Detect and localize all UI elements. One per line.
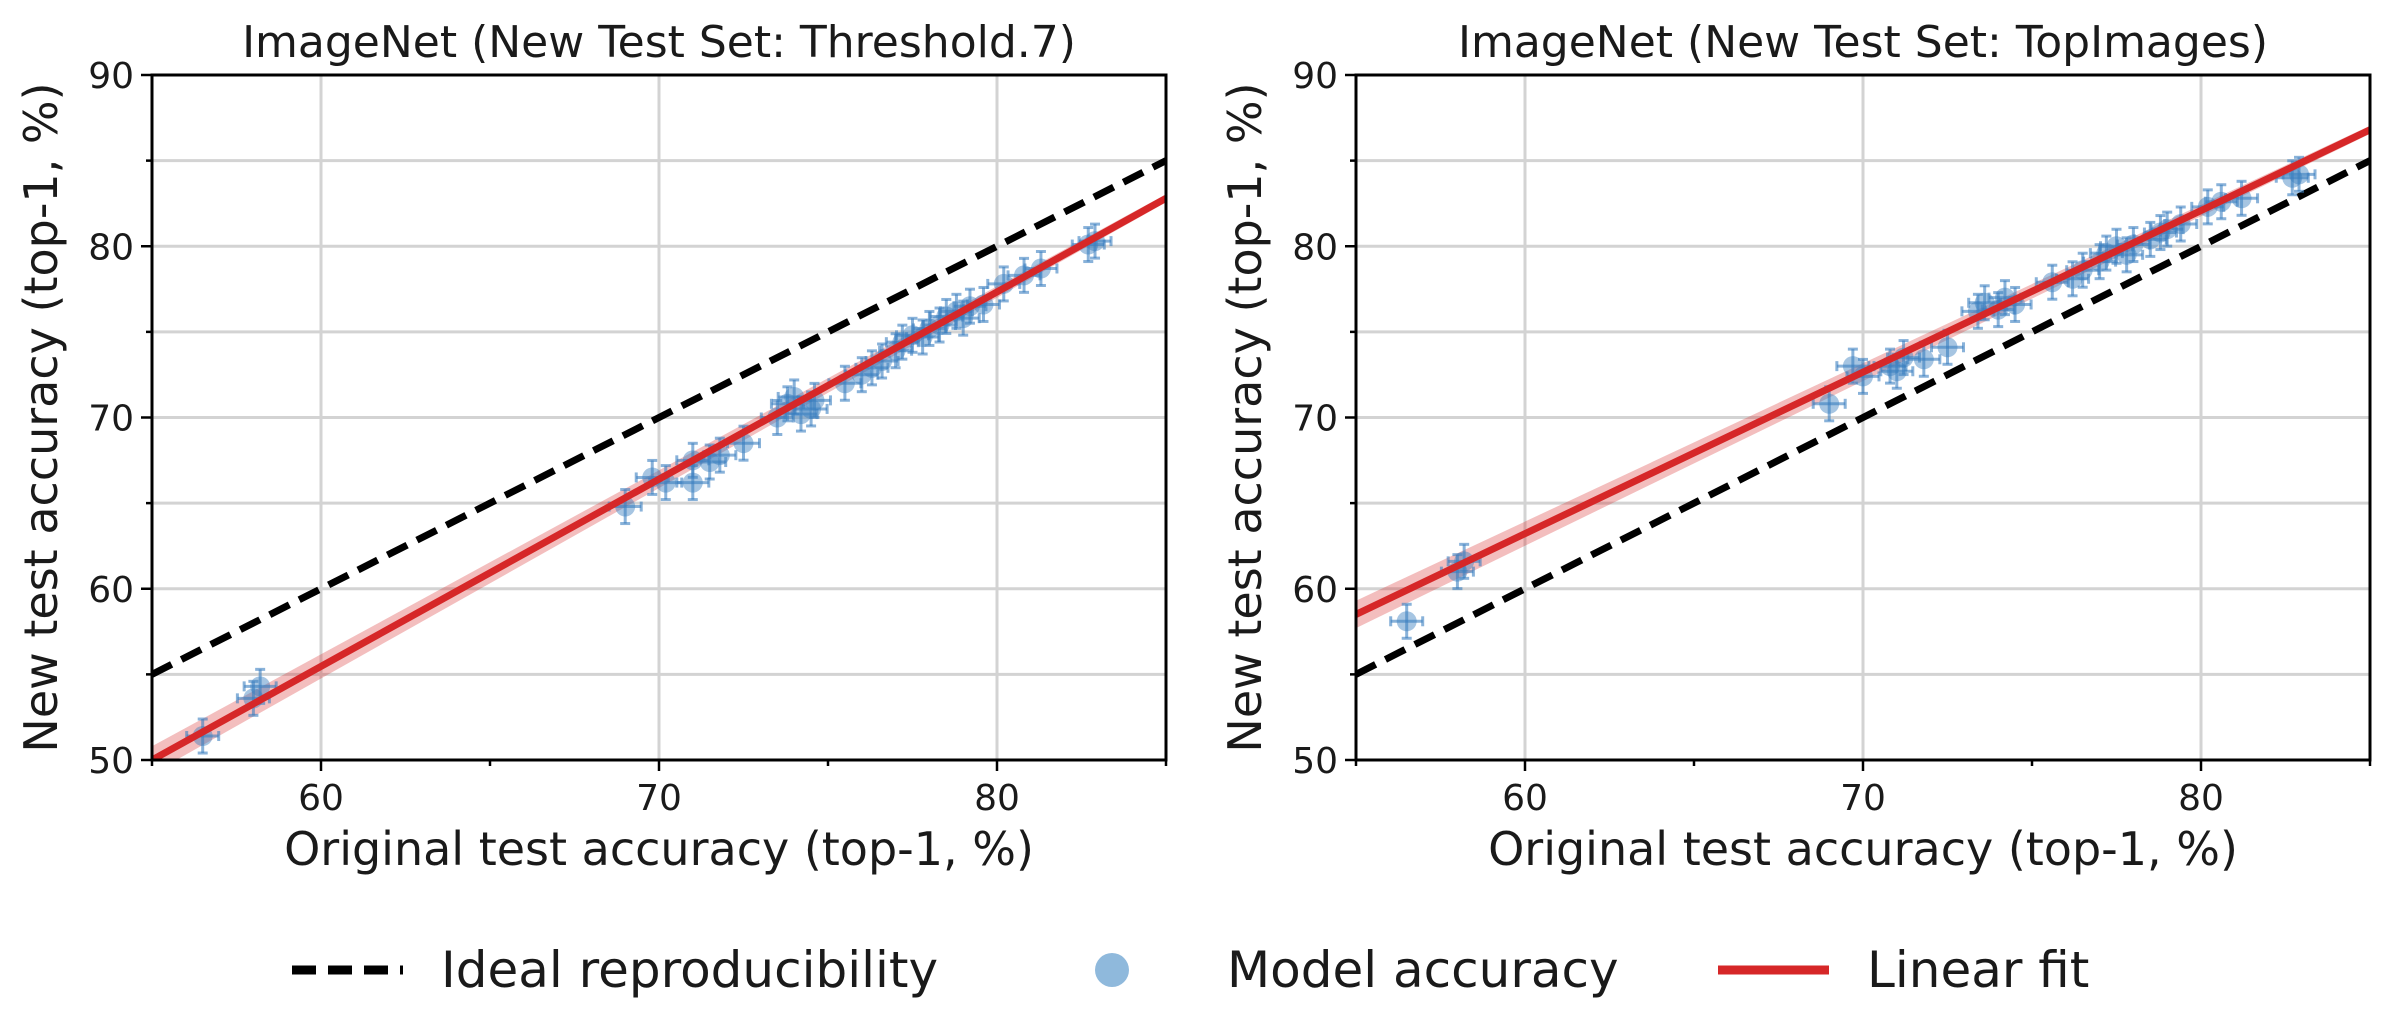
y-tick-label: 90 xyxy=(1292,56,1338,97)
legend-item-linear: Linear fit xyxy=(1716,925,2089,1015)
ideal-reproducibility-line xyxy=(1356,157,2370,678)
y-axis-label: New test accuracy (top-1, %) xyxy=(14,82,68,752)
legend-label-model: Model accuracy xyxy=(1227,941,1619,999)
x-axis-label: Original test accuracy (top-1, %) xyxy=(1488,822,2238,876)
model-accuracy-points xyxy=(185,222,1113,755)
x-tick-label: 70 xyxy=(1840,778,1886,819)
error-bar xyxy=(1906,340,1942,378)
y-tick-label: 70 xyxy=(1292,399,1338,440)
x-tick-label: 70 xyxy=(636,778,682,819)
data-point xyxy=(250,676,271,697)
legend-item-ideal: Ideal reproducibility xyxy=(290,925,938,1015)
data-point xyxy=(682,472,703,493)
y-tick-label: 90 xyxy=(88,56,134,97)
ideal-reproducibility-line xyxy=(152,157,1166,678)
x-tick-label: 60 xyxy=(1502,778,1548,819)
chart-title: ImageNet (New Test Set: Threshold.7) xyxy=(242,17,1076,68)
dashed-line-icon xyxy=(292,965,403,975)
plot-area xyxy=(152,157,1166,760)
y-tick-label: 60 xyxy=(1292,570,1338,611)
x-tick-label: 80 xyxy=(974,778,1020,819)
y-tick-label: 50 xyxy=(88,741,134,782)
chart-panel-topimages: 60 70 80 50 60 70 80 90 ImageNet (New Test Set: … xyxy=(1218,17,2372,876)
data-point xyxy=(1913,349,1934,370)
plot-area xyxy=(1356,125,2370,678)
x-axis-label: Original test accuracy (top-1, %) xyxy=(284,822,1034,876)
legend-label-ideal: Ideal reproducibility xyxy=(441,941,939,999)
y-tick-label: 80 xyxy=(88,227,134,268)
error-bar xyxy=(1389,602,1425,640)
circle-marker-icon xyxy=(1095,953,1129,987)
data-point xyxy=(1819,393,1840,414)
chart-panel-threshold: 60 70 80 50 60 70 80 90 ImageNet (New Test Set: … xyxy=(14,17,1168,876)
x-tick-label: 80 xyxy=(2178,778,2224,819)
linear-fit-line xyxy=(152,195,1166,760)
y-axis-label: New test accuracy (top-1, %) xyxy=(1218,82,1272,752)
y-tick-label: 60 xyxy=(88,570,134,611)
linear-fit-line xyxy=(1356,126,2370,618)
model-accuracy-points xyxy=(1389,155,2317,640)
data-point xyxy=(1396,611,1417,632)
legend-item-model: Model accuracy xyxy=(1092,925,1619,1015)
x-tick-label: 60 xyxy=(298,778,344,819)
legend: Ideal reproducibility Model accuracy Lin… xyxy=(0,925,2395,1015)
y-tick-label: 50 xyxy=(1292,741,1338,782)
data-point xyxy=(801,398,822,419)
solid-line-icon xyxy=(1718,965,1829,975)
y-tick-label: 80 xyxy=(1292,227,1338,268)
data-point xyxy=(1937,337,1958,358)
chart-title: ImageNet (New Test Set: TopImages) xyxy=(1458,17,2268,68)
data-point xyxy=(1886,361,1907,382)
legend-label-linear: Linear fit xyxy=(1867,941,2090,999)
y-tick-label: 70 xyxy=(88,399,134,440)
